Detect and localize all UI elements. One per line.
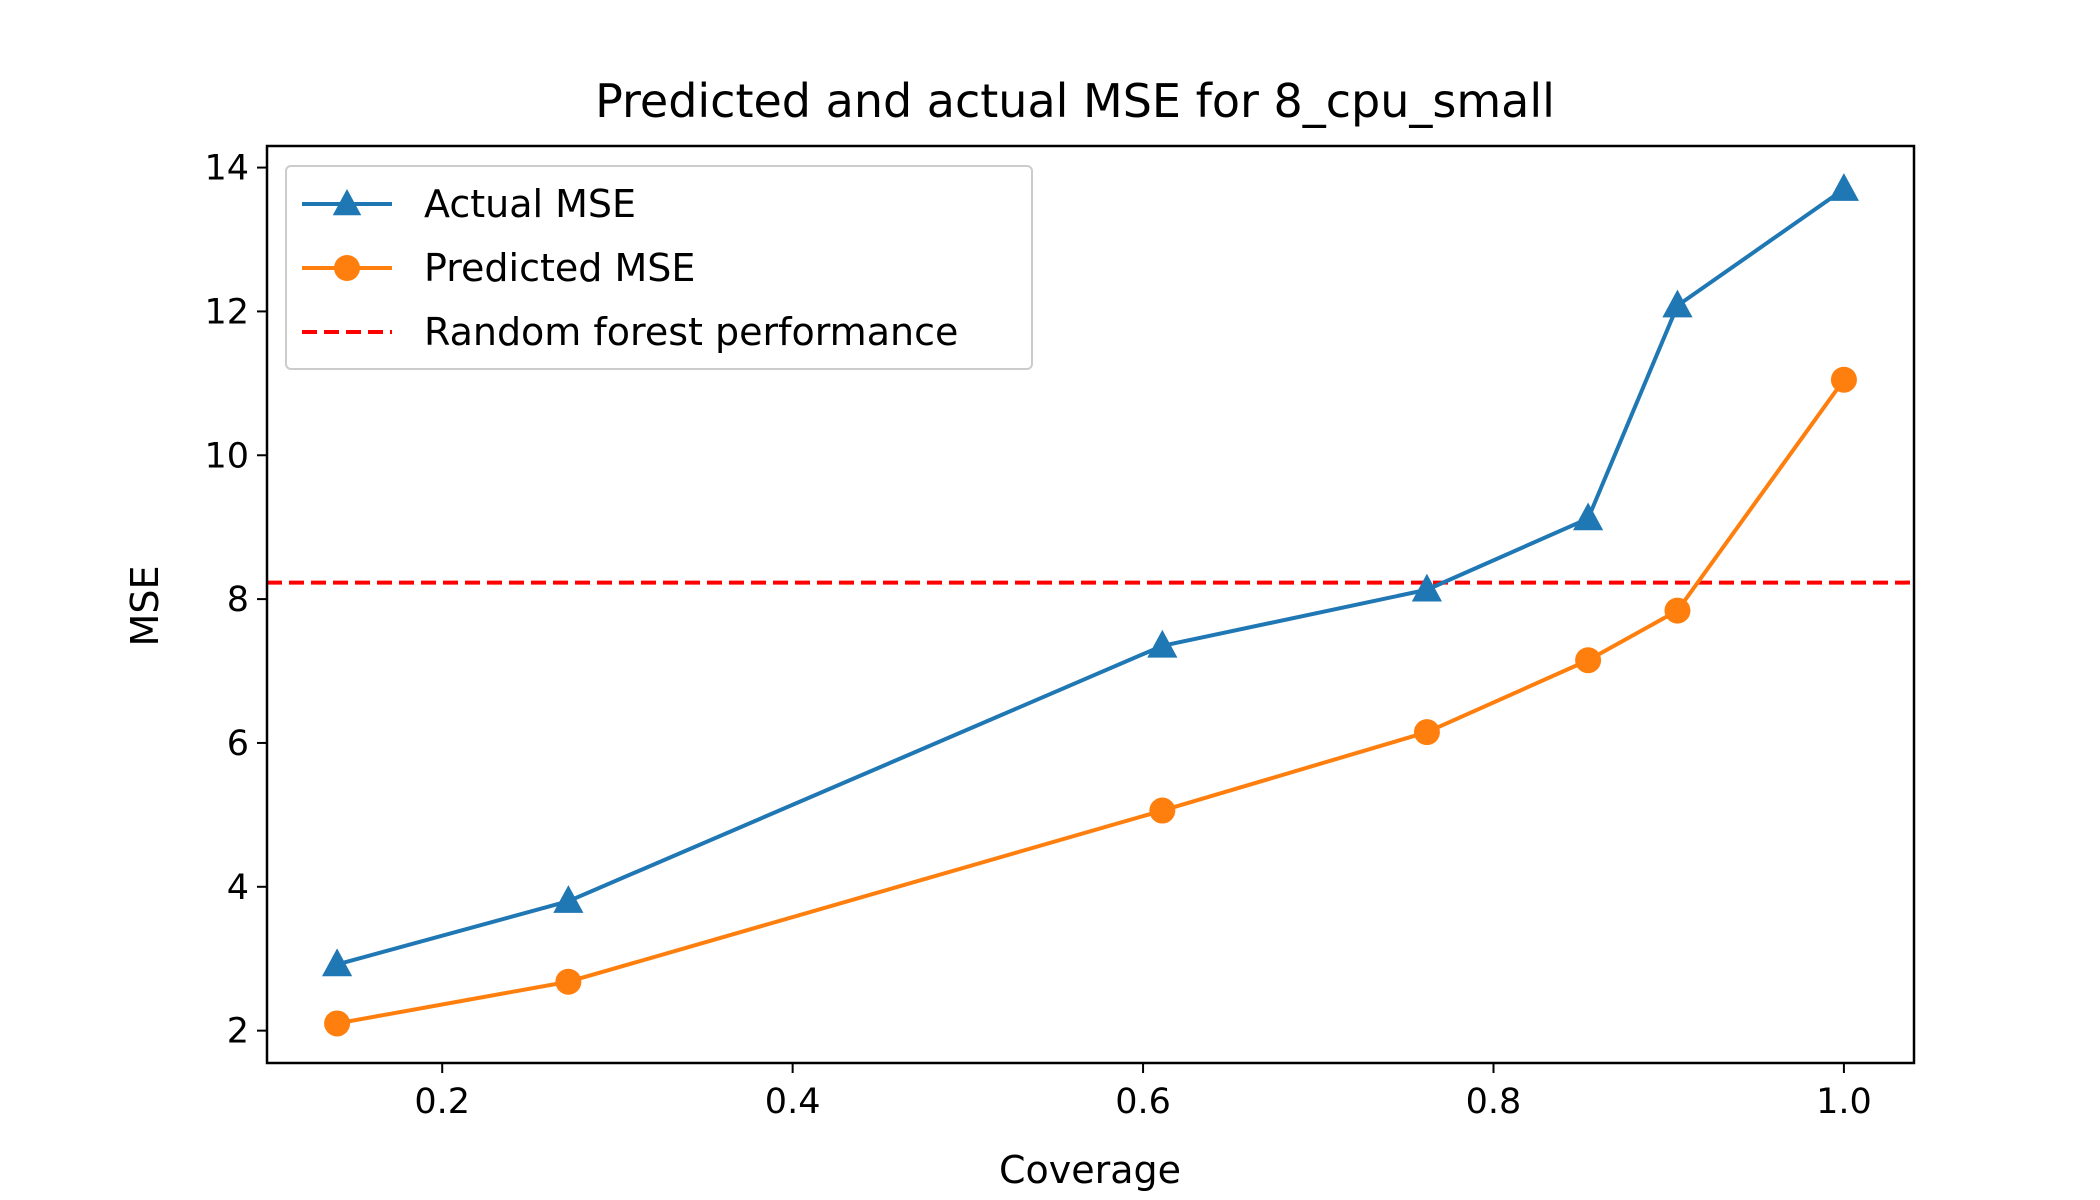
legend-label-2: Random forest performance <box>424 310 958 354</box>
y-tick-label: 6 <box>227 724 249 764</box>
legend-box <box>285 165 1033 370</box>
axes-frame <box>265 144 1916 1065</box>
y-tick-label: 8 <box>227 580 249 620</box>
x-axis-label: Coverage <box>999 1148 1181 1192</box>
series-0-point <box>1662 289 1693 318</box>
x-tick-label: 0.2 <box>414 1082 470 1122</box>
y-tick-label: 2 <box>227 1012 249 1052</box>
series-0-point <box>553 885 584 913</box>
y-tick-label: 4 <box>227 868 249 908</box>
series-1-point <box>1830 366 1857 393</box>
series-0-point <box>1828 173 1860 201</box>
legend-marker-0 <box>332 189 362 216</box>
series-1-point <box>1149 797 1176 824</box>
series-1-point <box>1413 719 1440 746</box>
y-tick-label: 14 <box>204 149 249 189</box>
y-tick-label: 10 <box>204 436 249 476</box>
x-tick-label: 0.8 <box>1466 1082 1522 1122</box>
series-0-point <box>1573 502 1604 531</box>
chart-title: Predicted and actual MSE for 8_cpu_small <box>595 74 1555 128</box>
series-1-point <box>1664 597 1691 624</box>
x-tick-label: 0.4 <box>765 1082 821 1122</box>
x-tick-label: 1.0 <box>1816 1082 1872 1122</box>
series-0-point <box>321 948 353 977</box>
legend-label-0: Actual MSE <box>424 182 636 226</box>
x-axis: 0.2 0.4 0.6 0.8 1.0 <box>414 1063 1872 1122</box>
y-axis-label: MSE <box>123 566 167 647</box>
y-tick-label: 12 <box>204 292 249 332</box>
plot-area <box>267 173 1914 1037</box>
series-1-point <box>1575 647 1602 674</box>
series-0-point <box>1411 573 1442 602</box>
series-0-point <box>1147 629 1178 658</box>
series-1-point <box>324 1010 351 1037</box>
legend-label-1: Predicted MSE <box>424 246 695 290</box>
series-1-point <box>555 968 582 995</box>
y-axis: 2 4 6 8 10 12 14 <box>204 149 267 1052</box>
legend: Actual MSE Predicted MSE Random forest per… <box>285 165 1033 370</box>
x-tick-label: 0.6 <box>1115 1082 1171 1122</box>
legend-marker-1 <box>334 255 360 281</box>
